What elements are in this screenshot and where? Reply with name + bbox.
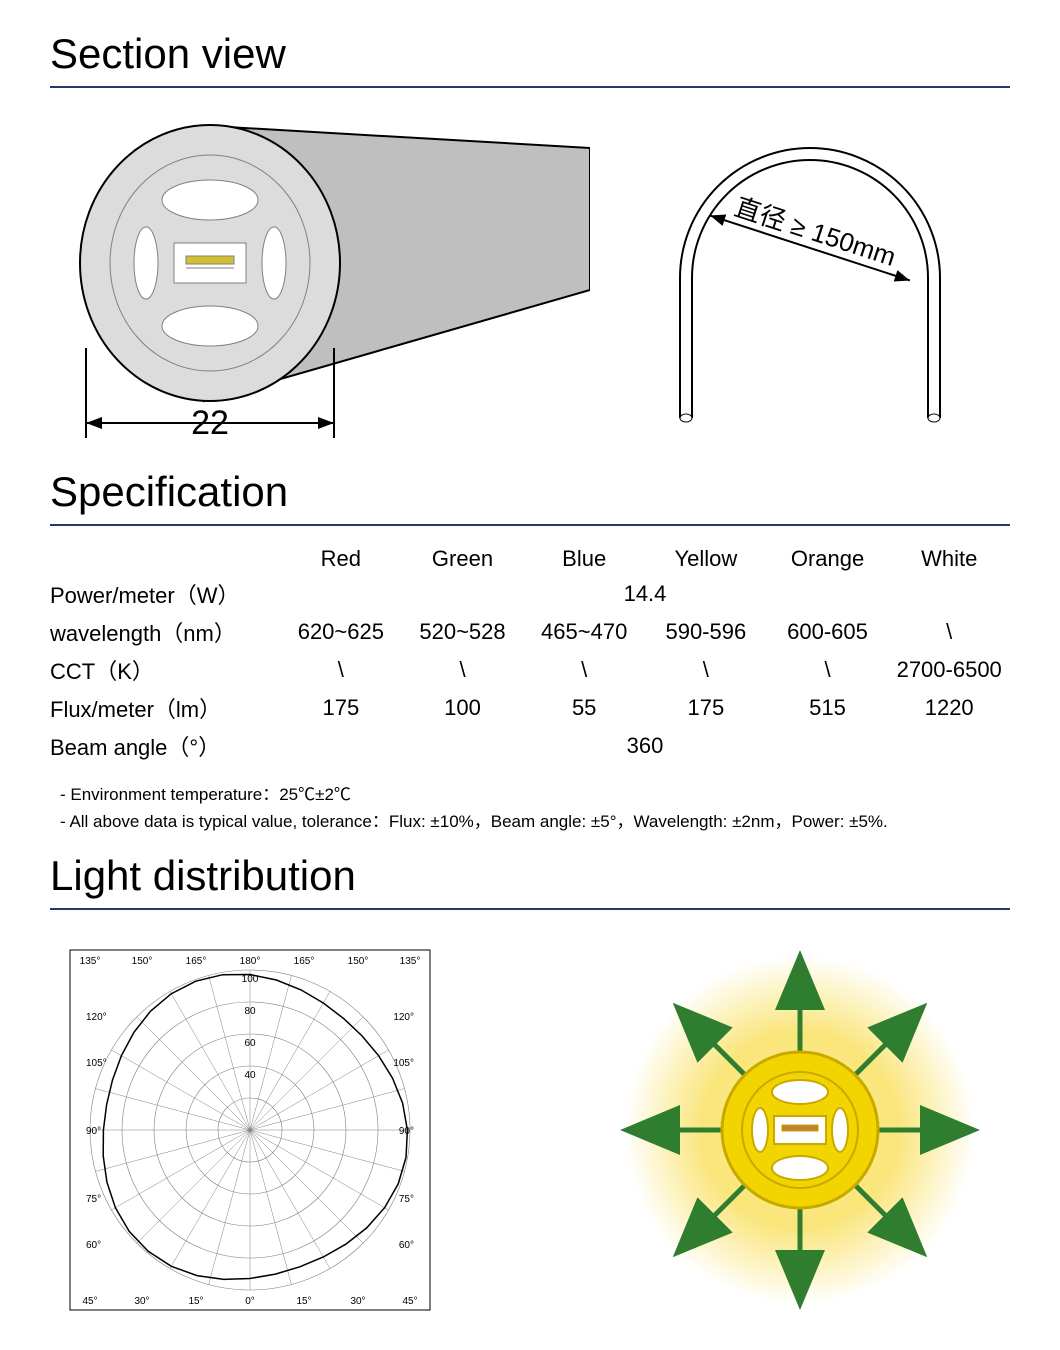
spec-cell: 175 [280, 695, 402, 721]
svg-text:45°: 45° [82, 1296, 97, 1307]
spec-row-label: wavelength（nm） [50, 616, 280, 648]
svg-text:180°: 180° [240, 956, 261, 967]
divider [50, 86, 1010, 88]
radial-emission-diagram [590, 940, 1010, 1320]
spec-cell: \ [280, 657, 402, 683]
bend-label: 直径 ≥ 150mm [731, 192, 899, 272]
note-line: - All above data is typical value, toler… [76, 807, 1010, 832]
spec-cell: 55 [523, 695, 645, 721]
svg-text:0°: 0° [245, 1296, 255, 1307]
spec-cell: 1220 [888, 695, 1010, 721]
spec-row: Flux/meter（lm）175100551755151220 [50, 692, 1010, 724]
spec-table: RedGreenBlueYellowOrangeWhite Power/mete… [50, 546, 1010, 762]
svg-text:75°: 75° [399, 1194, 414, 1205]
svg-text:135°: 135° [80, 956, 101, 967]
svg-text:75°: 75° [86, 1194, 101, 1205]
spec-cell: \ [402, 657, 524, 683]
svg-text:150°: 150° [132, 956, 153, 967]
spec-header-cell: Red [280, 546, 402, 572]
spec-cell: 2700-6500 [888, 657, 1010, 683]
spec-cell: 515 [767, 695, 889, 721]
spec-cell: 590-596 [645, 619, 767, 645]
spec-cell: \ [767, 657, 889, 683]
spec-cell: 620~625 [280, 619, 402, 645]
svg-text:30°: 30° [350, 1296, 365, 1307]
svg-text:60: 60 [244, 1038, 256, 1049]
spec-header-cell: Green [402, 546, 524, 572]
spec-row-label: CCT（K） [50, 654, 280, 686]
dimension-label: 22 [191, 404, 229, 442]
svg-text:15°: 15° [296, 1296, 311, 1307]
svg-text:60°: 60° [399, 1240, 414, 1251]
svg-text:150°: 150° [348, 956, 369, 967]
spec-header-row: RedGreenBlueYellowOrangeWhite [50, 546, 1010, 572]
svg-text:135°: 135° [400, 956, 421, 967]
heading-section-view: Section view [50, 30, 1010, 78]
heading-specification: Specification [50, 468, 1010, 516]
svg-text:90°: 90° [399, 1126, 414, 1137]
heading-light-distribution: Light distribution [50, 852, 1010, 900]
svg-text:165°: 165° [294, 956, 315, 967]
spec-row-label: Beam angle（°） [50, 730, 280, 762]
spec-cell: \ [523, 657, 645, 683]
svg-text:120°: 120° [393, 1012, 414, 1023]
svg-text:105°: 105° [393, 1058, 414, 1069]
divider [50, 908, 1010, 910]
svg-text:40: 40 [244, 1070, 256, 1081]
light-dist-row: 100806040135°150°165°180°165°150°135°45°… [50, 930, 1010, 1330]
spec-spanned-cell: 14.4 [280, 581, 1010, 607]
spec-cell: 465~470 [523, 619, 645, 645]
polar-chart: 100806040135°150°165°180°165°150°135°45°… [50, 930, 450, 1330]
spec-row: Power/meter（W）14.4 [50, 578, 1010, 610]
spec-row-label: Power/meter（W） [50, 578, 280, 610]
spec-row-label: Flux/meter（lm） [50, 692, 280, 724]
svg-text:60°: 60° [86, 1240, 101, 1251]
spec-spanned-cell: 360 [280, 733, 1010, 759]
cylinder-section-diagram: 22 [50, 108, 590, 448]
svg-text:165°: 165° [186, 956, 207, 967]
svg-text:80: 80 [244, 1006, 256, 1017]
spec-row: CCT（K）\\\\\2700-6500 [50, 654, 1010, 686]
spec-notes: - Environment temperature：25℃±2℃ - All a… [50, 780, 1010, 832]
spec-row: wavelength（nm）620~625520~528465~470590-5… [50, 616, 1010, 648]
spec-cell: 175 [645, 695, 767, 721]
svg-text:120°: 120° [86, 1012, 107, 1023]
spec-cell: 600-605 [767, 619, 889, 645]
section-view-row: 22 直径 ≥ 150mm [50, 108, 1010, 448]
spec-header-cell: Orange [767, 546, 889, 572]
svg-text:30°: 30° [134, 1296, 149, 1307]
bend-radius-diagram: 直径 ≥ 150mm [610, 118, 1010, 438]
svg-text:105°: 105° [86, 1058, 107, 1069]
svg-text:15°: 15° [188, 1296, 203, 1307]
spec-cell: \ [888, 619, 1010, 645]
spec-row: Beam angle（°）360 [50, 730, 1010, 762]
spec-header-cell: White [888, 546, 1010, 572]
spec-cell: 100 [402, 695, 524, 721]
spec-cell: \ [645, 657, 767, 683]
note-line: - Environment temperature：25℃±2℃ [76, 780, 1010, 805]
divider [50, 524, 1010, 526]
spec-header-cell: Blue [523, 546, 645, 572]
spec-cell: 520~528 [402, 619, 524, 645]
svg-text:45°: 45° [402, 1296, 417, 1307]
svg-text:90°: 90° [86, 1126, 101, 1137]
spec-header-cell: Yellow [645, 546, 767, 572]
